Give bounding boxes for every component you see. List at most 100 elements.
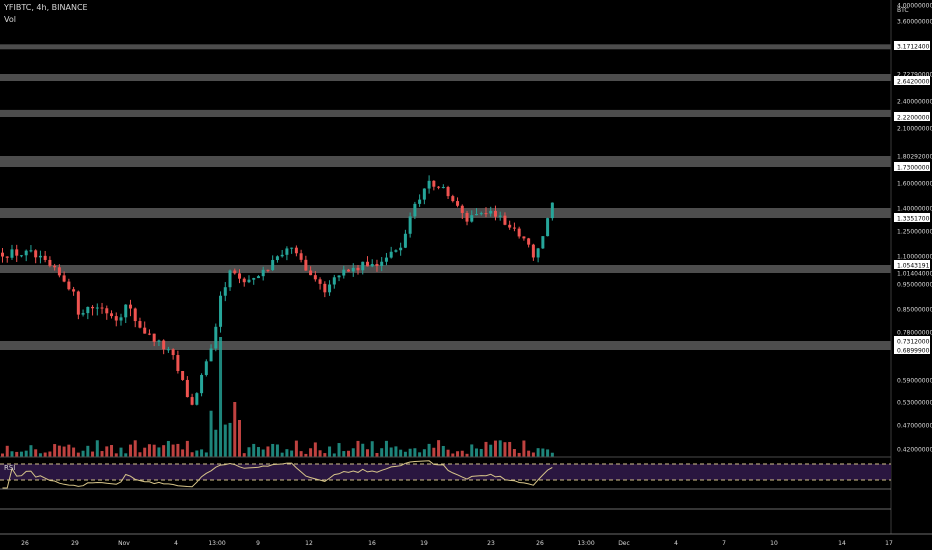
- volume-bar: [290, 450, 294, 457]
- y-tick-label: 0.78000000: [897, 330, 932, 337]
- y-tick-label: 3.17124000: [897, 44, 932, 51]
- volume-bar: [157, 447, 161, 457]
- volume-bar: [138, 452, 142, 457]
- volume-bar: [38, 453, 42, 457]
- volume-bar: [162, 445, 166, 457]
- volume-bar: [100, 451, 104, 457]
- volume-bar: [181, 449, 185, 457]
- candle-body: [550, 202, 554, 219]
- candle-body: [342, 269, 346, 276]
- y-tick-label: 3.60000000: [897, 19, 932, 26]
- candle-body: [299, 253, 303, 260]
- price-tag-bg: [894, 336, 930, 345]
- volume-bar: [133, 440, 137, 457]
- x-tick-label: 4: [674, 540, 678, 547]
- candle-body: [332, 277, 336, 285]
- volume-bar: [242, 453, 246, 457]
- candle-body: [517, 228, 521, 237]
- candle-body: [446, 187, 450, 197]
- candle-body: [133, 308, 137, 322]
- zone-band-zone-1: [0, 44, 891, 50]
- candle-body: [470, 215, 474, 222]
- volume-bar: [418, 452, 422, 457]
- candle-body: [1, 252, 4, 257]
- candle-body: [394, 250, 398, 252]
- candle-body: [76, 291, 80, 315]
- candle-body: [498, 215, 502, 217]
- candle-body: [422, 188, 426, 200]
- y-tick-label: 1.40000000: [897, 206, 932, 213]
- candle-body: [162, 340, 166, 350]
- y-tick-label: 1.10000000: [897, 254, 932, 261]
- y-tick-label: 1.80292000: [897, 154, 932, 161]
- y-tick-label: 1.33517000: [897, 216, 932, 223]
- volume-bar: [304, 453, 308, 457]
- candle-body: [185, 379, 189, 398]
- candle-body: [256, 276, 260, 279]
- candle-body: [124, 304, 128, 318]
- candle-body: [252, 278, 256, 280]
- support-resistance-zones: [0, 44, 891, 350]
- candle-body: [81, 313, 85, 315]
- volume-bar: [489, 444, 493, 457]
- candle-body: [328, 284, 332, 293]
- volume-bar: [498, 440, 502, 457]
- x-tick-label: 19: [420, 540, 428, 547]
- price-tag-bg: [894, 41, 930, 50]
- y-tick-label: 2.22000000: [897, 115, 932, 122]
- candle-body: [91, 306, 95, 309]
- volume-bar: [271, 443, 275, 457]
- candle-body: [508, 224, 512, 228]
- candle-body: [493, 210, 497, 217]
- volume-bar: [86, 445, 90, 457]
- volume-bar: [76, 452, 80, 457]
- volume-bar: [432, 447, 436, 457]
- x-tick-label: 7: [722, 540, 726, 547]
- candle-body: [380, 261, 384, 267]
- volume-bar: [332, 453, 336, 457]
- candle-body: [228, 270, 232, 288]
- candle-body: [347, 269, 351, 272]
- x-tick-label: 14: [838, 540, 846, 547]
- candle-body: [157, 340, 161, 342]
- volume-bar: [351, 448, 355, 457]
- volume-bar: [81, 450, 85, 457]
- x-tick-label: 23: [487, 540, 495, 547]
- y-tick-label: 1.25000000: [897, 229, 932, 236]
- candle-body: [285, 248, 289, 255]
- candle-body: [242, 278, 246, 283]
- candle-body: [451, 196, 455, 202]
- candle-body: [271, 260, 275, 271]
- candle-body: [34, 250, 38, 258]
- candle-body: [456, 201, 460, 206]
- y-tick-label: 1.73000000: [897, 165, 932, 172]
- volume-bar: [460, 450, 464, 457]
- volume-bar: [465, 453, 469, 457]
- candle-body: [62, 275, 66, 282]
- price-tag-bg: [894, 112, 930, 121]
- candle-body: [479, 213, 483, 215]
- volume-bar: [479, 448, 483, 457]
- candle-body: [195, 393, 199, 405]
- price-tag-bg: [894, 162, 930, 171]
- x-tick-label: 12: [305, 540, 313, 547]
- candle-body: [522, 236, 526, 239]
- candle-body: [427, 180, 431, 189]
- candle-body: [110, 313, 114, 317]
- candle-body: [247, 279, 251, 283]
- volume-bar: [309, 448, 313, 457]
- volume-bar: [204, 452, 208, 457]
- x-tick-label: 26: [21, 540, 29, 547]
- volume-bar: [252, 443, 256, 457]
- x-tick-label: 9: [256, 540, 260, 547]
- volume-bar: [356, 440, 360, 457]
- x-tick-label: 13:00: [577, 540, 594, 547]
- volume-bar: [380, 448, 384, 457]
- candle-body: [370, 264, 374, 267]
- volume-bar: [361, 443, 365, 457]
- volume-bar: [531, 452, 535, 457]
- volume-bar: [408, 448, 412, 457]
- volume-bar: [166, 440, 170, 457]
